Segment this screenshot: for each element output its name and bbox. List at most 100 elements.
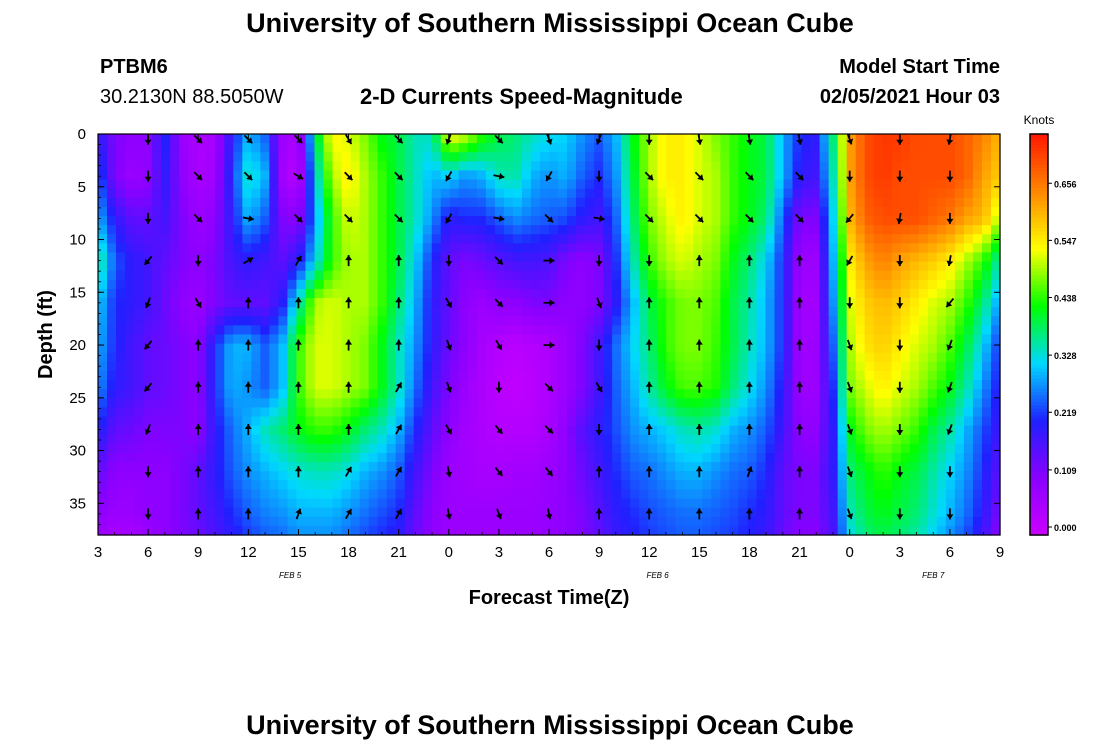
heatmap-cell xyxy=(909,516,920,527)
heatmap-cell xyxy=(116,252,126,263)
heatmap-cell xyxy=(828,352,839,363)
heatmap-cell xyxy=(323,243,334,254)
heatmap-cell xyxy=(909,134,920,144)
heatmap-cell xyxy=(530,471,541,481)
heatmap-cell xyxy=(332,471,343,481)
heatmap-cell xyxy=(846,325,857,336)
heatmap-cell xyxy=(972,407,983,418)
heatmap-cell xyxy=(251,197,261,208)
heatmap-cell xyxy=(377,489,388,500)
heatmap-cell xyxy=(116,234,126,244)
heatmap-cell xyxy=(251,243,261,254)
heatmap-cell xyxy=(936,507,947,518)
heatmap-cell xyxy=(612,152,622,162)
heatmap-cell xyxy=(693,370,703,381)
heatmap-cell xyxy=(810,516,821,527)
heatmap-cell xyxy=(792,261,803,272)
heatmap-cell xyxy=(630,507,640,518)
heatmap-cell xyxy=(314,170,325,181)
heatmap-cell xyxy=(900,252,911,263)
heatmap-cell xyxy=(954,188,965,199)
colorbar-swatch xyxy=(1030,514,1048,519)
heatmap-cell xyxy=(494,507,505,518)
heatmap-cell xyxy=(341,216,352,226)
heatmap-cell xyxy=(882,161,893,172)
heatmap-cell xyxy=(359,252,370,263)
heatmap-cell xyxy=(666,489,676,500)
heatmap-cell xyxy=(296,243,307,254)
heatmap-cell xyxy=(296,279,307,290)
heatmap-cell xyxy=(458,498,469,509)
heatmap-cell xyxy=(648,152,658,162)
heatmap-cell xyxy=(621,197,631,208)
heatmap-cell xyxy=(413,525,424,536)
heatmap-cell xyxy=(684,352,694,363)
heatmap-cell xyxy=(648,425,658,436)
heatmap-cell xyxy=(558,425,568,436)
heatmap-cell xyxy=(152,288,162,299)
heatmap-cell xyxy=(521,407,532,418)
heatmap-cell xyxy=(630,443,640,454)
heatmap-cell xyxy=(972,452,983,463)
heatmap-cell xyxy=(639,234,649,244)
heatmap-cell xyxy=(675,507,685,518)
heatmap-cell xyxy=(323,398,334,409)
heatmap-cell xyxy=(567,261,577,272)
heatmap-cell xyxy=(476,352,487,363)
heatmap-cell xyxy=(594,370,604,381)
heatmap-cell xyxy=(296,288,307,299)
heatmap-cell xyxy=(765,197,776,208)
current-arrow xyxy=(244,297,252,309)
heatmap-cell xyxy=(810,334,821,345)
heatmap-cell xyxy=(756,252,767,263)
heatmap-cell xyxy=(251,298,261,308)
heatmap-cell xyxy=(413,334,424,345)
heatmap-cell xyxy=(125,443,135,454)
heatmap-cell xyxy=(449,443,460,454)
heatmap-cell xyxy=(215,252,225,263)
heatmap-cell xyxy=(837,279,848,290)
heatmap-cell xyxy=(630,316,640,326)
heatmap-cell xyxy=(143,279,153,290)
heatmap-cell xyxy=(197,161,207,172)
heatmap-cell xyxy=(936,143,947,153)
heatmap-cell xyxy=(503,279,514,290)
heatmap-cell xyxy=(368,288,379,299)
heatmap-cell xyxy=(179,352,189,363)
heatmap-cell xyxy=(963,507,974,518)
heatmap-cell xyxy=(323,152,334,162)
heatmap-cell xyxy=(882,325,893,336)
heatmap-cell xyxy=(621,343,631,354)
heatmap-cell xyxy=(350,434,361,445)
heatmap-cell xyxy=(657,161,667,172)
heatmap-cell xyxy=(152,334,162,345)
heatmap-cell xyxy=(612,471,622,481)
heatmap-cell xyxy=(612,507,622,518)
heatmap-cell xyxy=(161,298,171,308)
heatmap-cell xyxy=(918,206,929,217)
heatmap-cell xyxy=(161,516,171,527)
heatmap-cell xyxy=(467,197,478,208)
heatmap-cell xyxy=(846,480,857,491)
heatmap-cell xyxy=(918,143,929,153)
heatmap-cell xyxy=(494,288,505,299)
heatmap-cell xyxy=(675,343,685,354)
heatmap-cell xyxy=(539,434,550,445)
heatmap-cell xyxy=(828,361,839,372)
heatmap-cell xyxy=(657,179,667,190)
heatmap-cell xyxy=(107,325,117,336)
colorbar-swatch xyxy=(1030,167,1048,172)
heatmap-cell xyxy=(882,225,893,235)
heatmap-cell xyxy=(621,425,631,436)
heatmap-cell xyxy=(711,316,721,326)
heatmap-cell xyxy=(630,152,640,162)
heatmap-cell xyxy=(350,443,361,454)
heatmap-cell xyxy=(206,434,216,445)
heatmap-cell xyxy=(314,525,325,536)
heatmap-cell xyxy=(305,307,316,317)
heatmap-cell xyxy=(521,425,532,436)
heatmap-cell xyxy=(594,434,604,445)
heatmap-cell xyxy=(972,480,983,491)
heatmap-cell xyxy=(936,425,947,436)
heatmap-cell xyxy=(990,380,1001,390)
